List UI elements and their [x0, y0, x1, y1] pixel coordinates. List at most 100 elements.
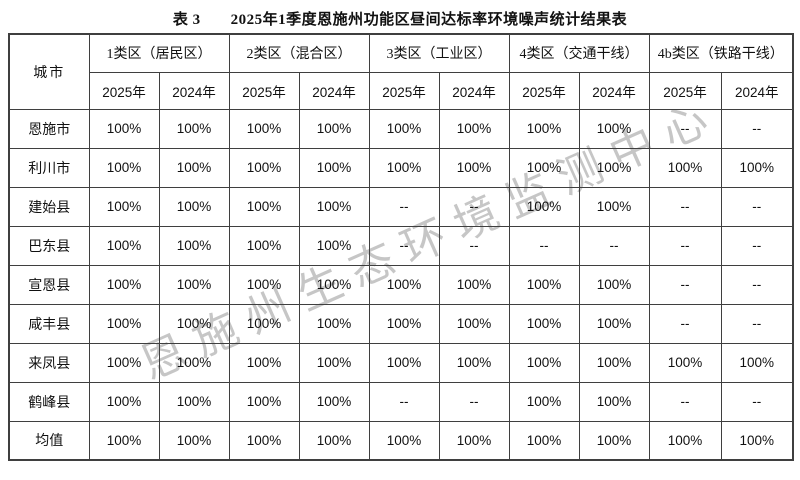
- city-cell: 恩施市: [8, 108, 90, 149]
- value-cell: --: [720, 381, 794, 422]
- group-header-row: 城市 1类区（居民区） 2类区（混合区） 3类区（工业区） 4类区（交通干线） 4b类区（…: [8, 33, 794, 110]
- value-cell: 100%: [88, 381, 160, 422]
- value-cell: 100%: [158, 420, 230, 461]
- value-cell: 100%: [508, 303, 580, 344]
- value-cell: 100%: [438, 147, 510, 188]
- value-cell: 100%: [368, 108, 440, 149]
- value-cell: 100%: [228, 147, 300, 188]
- table-row: 均值 100% 100% 100% 100% 100% 100% 100% 100% 100% 10…: [8, 420, 794, 461]
- value-cell: 100%: [368, 303, 440, 344]
- value-cell: 100%: [438, 420, 510, 461]
- value-cell: 100%: [158, 342, 230, 383]
- value-cell: 100%: [298, 225, 370, 266]
- value-cell: 100%: [88, 264, 160, 305]
- year-header: 2024年: [298, 71, 370, 110]
- city-cell: 来凤县: [8, 342, 90, 383]
- value-cell: 100%: [228, 342, 300, 383]
- value-cell: 100%: [158, 264, 230, 305]
- value-cell: 100%: [578, 420, 650, 461]
- value-cell: 100%: [88, 342, 160, 383]
- table-head: 城市 1类区（居民区） 2类区（混合区） 3类区（工业区） 4类区（交通干线） 4b类区（…: [8, 33, 794, 110]
- value-cell: 100%: [228, 108, 300, 149]
- value-cell: 100%: [368, 342, 440, 383]
- value-cell: 100%: [158, 186, 230, 227]
- table-title-number: 表 3: [172, 12, 201, 28]
- table-row: 利川市 100% 100% 100% 100% 100% 100% 100% 100% 100% 1…: [8, 147, 794, 188]
- value-cell: 100%: [298, 186, 370, 227]
- value-cell: --: [648, 381, 722, 422]
- group-header: 3类区（工业区）: [368, 33, 510, 73]
- year-header: 2025年: [368, 71, 440, 110]
- value-cell: 100%: [298, 342, 370, 383]
- group-header: 4b类区（铁路干线）: [648, 33, 794, 73]
- value-cell: 100%: [228, 420, 300, 461]
- city-cell: 利川市: [8, 147, 90, 188]
- value-cell: 100%: [578, 264, 650, 305]
- table-row: 恩施市 100% 100% 100% 100% 100% 100% 100% 100% -- --: [8, 108, 794, 149]
- value-cell: 100%: [508, 342, 580, 383]
- value-cell: 100%: [508, 264, 580, 305]
- value-cell: 100%: [578, 303, 650, 344]
- value-cell: 100%: [88, 108, 160, 149]
- value-cell: 100%: [648, 420, 722, 461]
- value-cell: --: [578, 225, 650, 266]
- value-cell: 100%: [648, 342, 722, 383]
- group-header: 2类区（混合区）: [228, 33, 370, 73]
- value-cell: 100%: [88, 303, 160, 344]
- value-cell: --: [438, 225, 510, 266]
- value-cell: 100%: [228, 264, 300, 305]
- year-header: 2024年: [720, 71, 794, 110]
- value-cell: 100%: [298, 108, 370, 149]
- value-cell: 100%: [508, 147, 580, 188]
- value-cell: --: [648, 264, 722, 305]
- value-cell: 100%: [578, 108, 650, 149]
- year-header: 2025年: [508, 71, 580, 110]
- value-cell: 100%: [438, 108, 510, 149]
- value-cell: --: [720, 264, 794, 305]
- table-title-text: 2025年1季度恩施州功能区昼间达标率环境噪声统计结果表: [230, 12, 628, 28]
- value-cell: 100%: [88, 186, 160, 227]
- value-cell: --: [648, 108, 722, 149]
- year-header: 2024年: [438, 71, 510, 110]
- year-header: 2025年: [88, 71, 160, 110]
- value-cell: 100%: [88, 225, 160, 266]
- value-cell: 100%: [298, 381, 370, 422]
- value-cell: 100%: [508, 420, 580, 461]
- year-header: 2025年: [228, 71, 300, 110]
- group-header: 4类区（交通干线）: [508, 33, 650, 73]
- year-header-row: 2025年 2024年 2025年 2024年 2025年 2024年 2025年 2024年…: [9, 71, 794, 110]
- table-row: 鹤峰县 100% 100% 100% 100% -- -- 100% 100% -- --: [8, 381, 794, 422]
- value-cell: --: [368, 186, 440, 227]
- table-row: 巴东县 100% 100% 100% 100% -- -- -- -- -- --: [8, 225, 794, 266]
- city-cell: 咸丰县: [8, 303, 90, 344]
- value-cell: 100%: [88, 420, 160, 461]
- value-cell: --: [720, 303, 794, 344]
- value-cell: 100%: [438, 303, 510, 344]
- city-cell: 建始县: [8, 186, 90, 227]
- year-header: 2024年: [158, 71, 230, 110]
- value-cell: 100%: [720, 147, 794, 188]
- value-cell: 100%: [158, 381, 230, 422]
- value-cell: 100%: [368, 147, 440, 188]
- city-cell: 巴东县: [8, 225, 90, 266]
- value-cell: --: [368, 381, 440, 422]
- value-cell: 100%: [438, 264, 510, 305]
- value-cell: --: [720, 108, 794, 149]
- value-cell: 100%: [508, 381, 580, 422]
- value-cell: 100%: [158, 225, 230, 266]
- noise-compliance-table: 城市 1类区（居民区） 2类区（混合区） 3类区（工业区） 4类区（交通干线） 4b类区（…: [8, 33, 794, 461]
- value-cell: 100%: [720, 420, 794, 461]
- value-cell: 100%: [228, 381, 300, 422]
- value-cell: --: [648, 225, 722, 266]
- value-cell: --: [720, 225, 794, 266]
- group-header: 1类区（居民区）: [88, 33, 230, 73]
- value-cell: 100%: [578, 342, 650, 383]
- value-cell: 100%: [578, 147, 650, 188]
- value-cell: 100%: [298, 303, 370, 344]
- value-cell: 100%: [578, 381, 650, 422]
- value-cell: --: [508, 225, 580, 266]
- value-cell: 100%: [720, 342, 794, 383]
- value-cell: --: [648, 303, 722, 344]
- value-cell: 100%: [508, 186, 580, 227]
- value-cell: 100%: [88, 147, 160, 188]
